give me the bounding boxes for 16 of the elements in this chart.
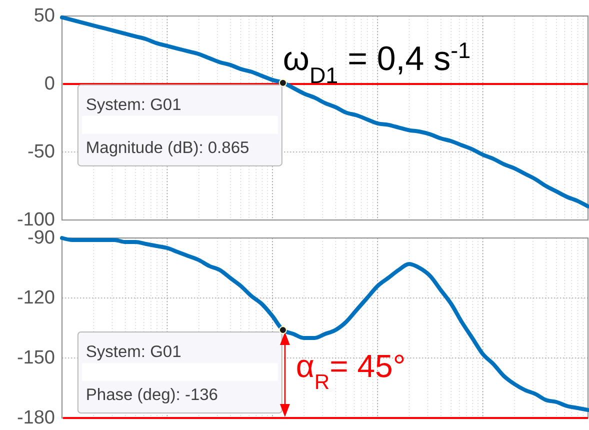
y-tick-label: -180	[16, 408, 55, 428]
annotation: ω$_{D1}$ = 0,4 s$^{-1}$	[282, 37, 471, 88]
line-series	[60, 15, 589, 208]
y-tick-label: -100	[16, 210, 55, 230]
y-tick-label: -150	[16, 348, 55, 368]
y-tick-label: 50	[34, 6, 55, 26]
y-tick-label: -90	[28, 228, 55, 248]
y-tick-label: -50	[28, 142, 55, 162]
annotation: Magnitude (dB): 0.865	[86, 138, 250, 157]
annotation: System: G01	[86, 343, 182, 361]
annotation: Phase (deg): -136	[86, 386, 218, 404]
annotation: System: G01	[86, 96, 182, 114]
annotation: α$_{R}$= 45°	[296, 348, 406, 394]
y-tick-label: 0	[44, 74, 55, 94]
y-tick-label: -120	[16, 288, 55, 308]
line-series	[60, 236, 589, 412]
